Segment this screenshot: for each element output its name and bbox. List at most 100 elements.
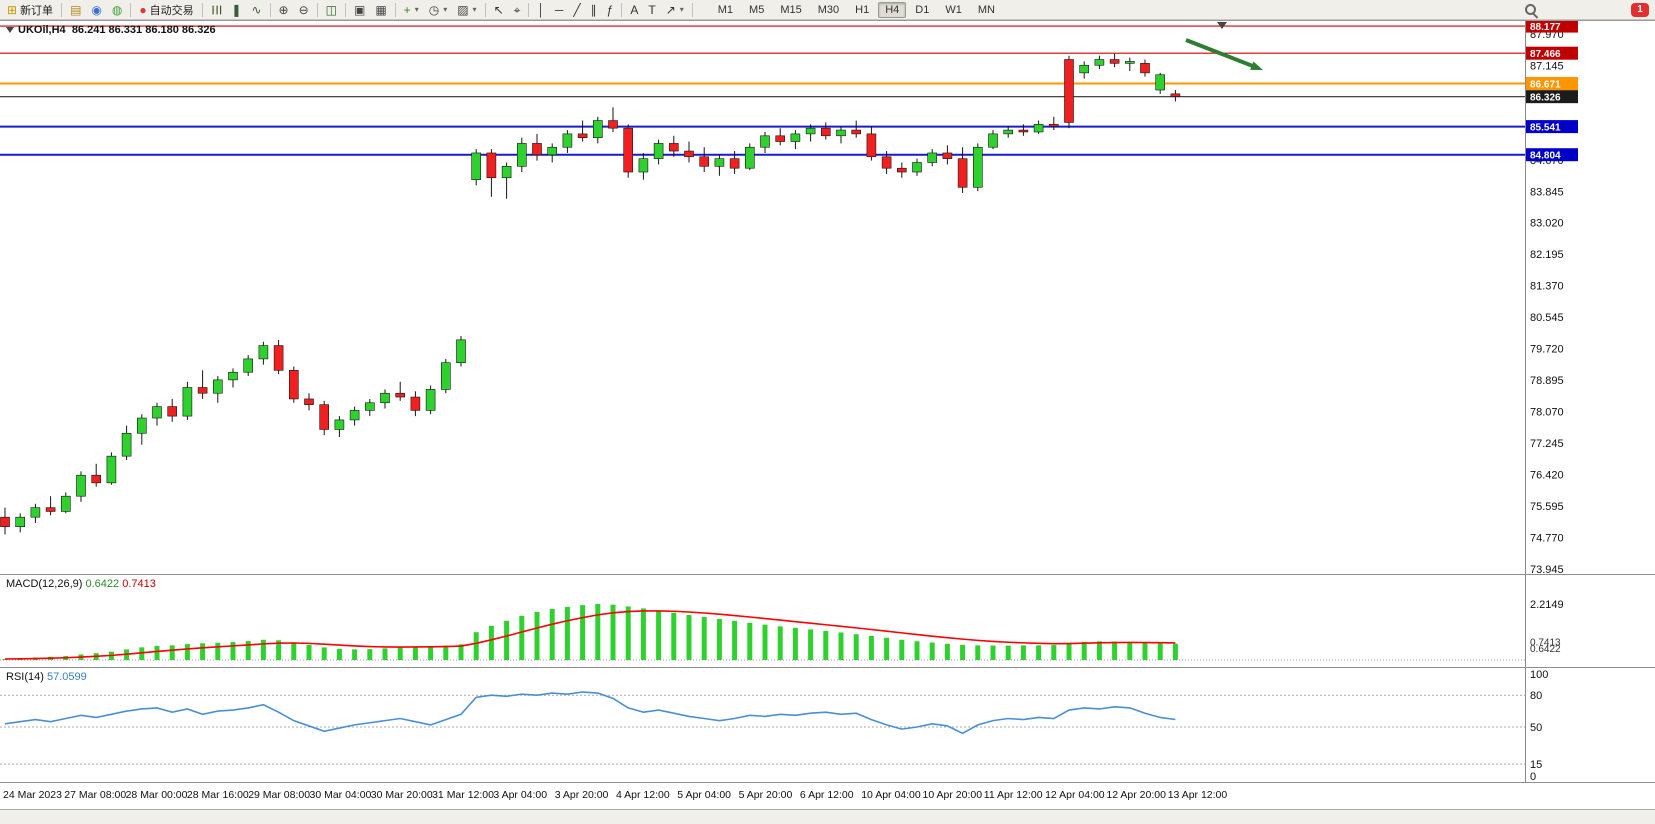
timeframe-m1-button[interactable]: M1 (711, 2, 740, 18)
timeframe-m30-button[interactable]: M30 (811, 2, 846, 18)
candle-body (228, 371, 238, 381)
search-icon[interactable] (1523, 2, 1539, 18)
periods-button[interactable]: ◷ ▾ (425, 1, 452, 18)
candle-body (684, 150, 694, 158)
candle-body (820, 127, 831, 137)
autotrading-button[interactable]: ● 自动交易 (135, 1, 197, 18)
toolbar-separator (61, 2, 63, 17)
zoom-out-button[interactable]: ⊖ (295, 1, 313, 18)
timeframe-h4-button[interactable]: H4 (878, 1, 907, 18)
candle-body (288, 370, 299, 400)
candle-body (152, 406, 162, 419)
candle-body (608, 120, 618, 129)
vertical-line-button[interactable]: │ (533, 1, 549, 18)
arrange-windows-icon: ▦ (375, 2, 387, 17)
price-chart-panel[interactable]: 87.97087.14586.32085.49584.67083.84583.0… (0, 21, 1655, 575)
rsi-panel[interactable]: 100 80 50 15 0 RSI(14) 57.0599 (0, 668, 1655, 783)
macd-bar (914, 641, 920, 660)
timeframe-w1-button[interactable]: W1 (938, 2, 969, 18)
macd-bar (1142, 642, 1148, 660)
zoom-in-button[interactable]: ⊕ (275, 1, 293, 18)
candle-body (395, 392, 406, 398)
candle-body (182, 387, 193, 417)
timeframe-m15-button[interactable]: M15 (773, 2, 808, 18)
fibonacci-button[interactable]: ƒ (603, 1, 618, 18)
timeframe-m5-button[interactable]: M5 (742, 2, 771, 18)
macd-bar (686, 615, 692, 660)
macd-bar (610, 604, 616, 660)
line-chart-button[interactable]: ∿ (247, 1, 265, 18)
time-label: 3 Apr 04:00 (493, 789, 548, 801)
trend-arrow[interactable] (1185, 38, 1260, 71)
toolbar-separator (621, 2, 623, 17)
chart-window-button[interactable]: ▤ (66, 1, 85, 18)
macd-bar (944, 643, 950, 660)
price-label: 75.595 (1530, 501, 1564, 513)
arrange-windows-button[interactable]: ▦ (371, 1, 390, 18)
bar-chart-button[interactable]: ☰ (207, 1, 226, 18)
price-label: 87.145 (1530, 60, 1564, 72)
timeframe-d1-button[interactable]: D1 (908, 2, 936, 18)
price-label: 74.770 (1530, 532, 1564, 544)
channel-button[interactable]: ∥ (587, 1, 601, 18)
price-tag-label: 85.541 (1530, 123, 1561, 134)
price-label: 78.895 (1530, 375, 1564, 387)
price-tag (1526, 21, 1578, 33)
text-button[interactable]: A (626, 1, 642, 18)
toolbar-separator (344, 2, 346, 17)
toolbar-separator (484, 2, 486, 17)
time-label: 10 Apr 04:00 (861, 789, 921, 801)
sound-alert-button[interactable]: ◍ (108, 1, 126, 18)
auto-arrange-button[interactable]: ▣ (350, 1, 369, 18)
vertical-line-icon: │ (537, 2, 545, 17)
candle-body (851, 129, 862, 135)
macd-bar (519, 615, 525, 660)
tile-windows-button[interactable]: ◫ (322, 1, 341, 18)
macd-bar (1020, 645, 1026, 660)
candle-body (760, 135, 770, 148)
price-lines[interactable] (0, 25, 1525, 156)
macd-axis-label: 2.2149 (1530, 599, 1564, 611)
trend-arrow-head (1250, 61, 1263, 70)
price-label: 77.245 (1530, 438, 1564, 450)
cursor-button[interactable]: ↖ (490, 1, 508, 18)
timeframe-h1-button[interactable]: H1 (848, 2, 876, 18)
candle-body (805, 127, 816, 135)
templates-button[interactable]: ▨ ▾ (453, 1, 480, 18)
indicators-button[interactable]: + ▾ (400, 1, 423, 18)
candlestick-chart-button[interactable]: ❚ (227, 1, 245, 18)
candle-body (213, 379, 223, 394)
price-chart-svg[interactable]: 87.97087.14586.32085.49584.67083.84583.0… (0, 21, 1655, 574)
candle-body (972, 146, 983, 188)
new-order-button[interactable]: ⊞ 新订单 (3, 1, 57, 18)
toolbar-right-group: 1 (1523, 2, 1653, 18)
candle-body (547, 146, 558, 156)
dropdown-arrow-icon: ▾ (679, 5, 684, 14)
profile-button[interactable]: ◉ (87, 1, 105, 18)
rsi-axis-label: 15 (1530, 759, 1542, 771)
timeframe-mn-button[interactable]: MN (971, 2, 1002, 18)
text-label-button[interactable]: T (644, 1, 659, 18)
candle-body (30, 507, 41, 518)
time-axis[interactable]: 24 Mar 2023 27 Mar 08:00 28 Mar 00:00 28 Ma… (0, 783, 1655, 809)
price-label: 79.720 (1530, 344, 1564, 356)
crosshair-button[interactable]: ⌖ (510, 1, 525, 18)
horizontal-line-button[interactable]: ─ (551, 1, 568, 18)
time-label: 27 Mar 08:00 (64, 789, 127, 801)
macd-panel[interactable]: 2.2149 0.7413 0.6422 MACD(12,26,9) 0.6422 … (0, 575, 1655, 668)
price-label: 81.370 (1530, 281, 1564, 293)
macd-bar (564, 606, 570, 660)
channel-icon: ∥ (590, 2, 597, 17)
chart-shift-marker[interactable] (1217, 22, 1227, 29)
new-order-icon: ⊞ (7, 2, 18, 17)
macd-bar (899, 639, 905, 660)
shapes-button[interactable]: ↗ ▾ (662, 1, 688, 18)
trendline-button[interactable]: ╱ (569, 1, 584, 18)
rsi-svg[interactable]: 100 80 50 150 (0, 668, 1655, 782)
candle-body (106, 455, 117, 484)
macd-bar (1172, 643, 1178, 660)
candle-body (927, 152, 938, 163)
notification-badge[interactable]: 1 (1631, 2, 1649, 17)
candle-body (273, 345, 284, 371)
